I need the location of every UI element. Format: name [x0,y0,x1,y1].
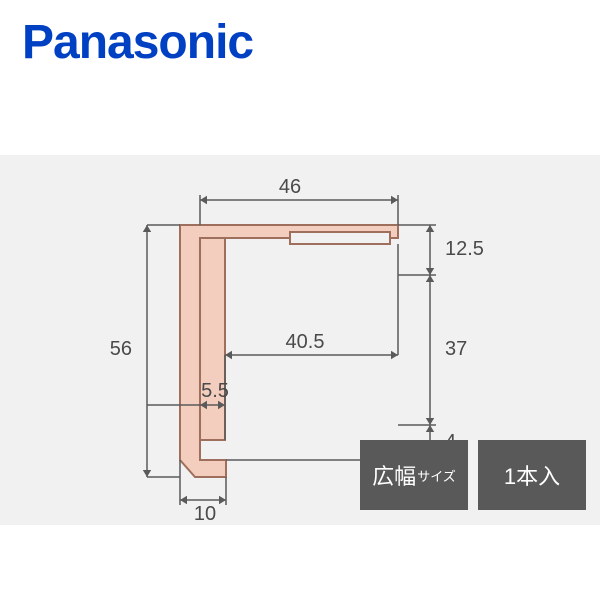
svg-text:56: 56 [110,338,132,360]
badge-width-size: 広幅サイズ [360,440,468,510]
svg-text:37: 37 [445,338,467,360]
svg-text:10: 10 [194,503,216,525]
badge-main: 広幅 [372,459,416,491]
badge-quantity: 1本入 [478,440,586,510]
badge-main: 1本入 [504,459,560,491]
badge-row: 広幅サイズ 1本入 [360,440,586,510]
badge-sub: サイズ [417,466,456,485]
svg-text:46: 46 [279,176,301,198]
svg-text:40.5: 40.5 [286,331,325,353]
svg-text:5.5: 5.5 [201,380,229,402]
brand-logo: Panasonic [22,15,253,70]
svg-text:12.5: 12.5 [445,238,484,260]
